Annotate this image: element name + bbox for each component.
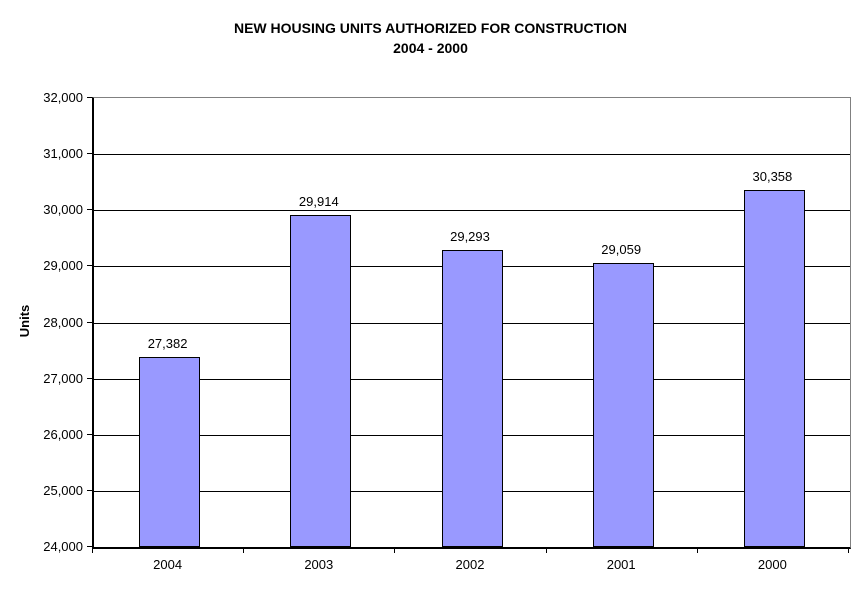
data-label-2001: 29,059 [601,242,642,258]
y-tick-30000 [87,209,92,211]
x-tick-label-2004: 2004 [153,557,183,572]
data-label-2004: 27,382 [147,336,188,352]
data-label-2002: 29,293 [450,228,490,244]
y-tick-label-26000: 26,000 [43,426,83,442]
x-tick-1 [243,548,245,553]
x-tick-label-2000: 2000 [757,557,787,572]
chart-title: NEW HOUSING UNITS AUTHORIZED FOR CONSTRU… [0,18,861,58]
y-tick-label-25000: 25,000 [43,482,83,498]
x-tick-5 [848,548,849,553]
bar-2001 [592,263,654,547]
y-tick-label-24000: 24,000 [43,539,83,554]
y-tick-label-28000: 28,000 [43,314,83,330]
plot-area [92,97,851,549]
bar-2000 [743,190,805,547]
x-tick-label-2003: 2003 [304,557,334,572]
x-tick-label-2001: 2001 [606,557,636,572]
x-tick-4 [696,548,698,553]
y-tick-label-32000: 32,000 [43,90,83,105]
y-tick-26000 [87,433,92,435]
y-tick-31000 [87,153,92,155]
bar-2003 [290,215,352,547]
chart-title-line1: NEW HOUSING UNITS AUTHORIZED FOR CONSTRU… [233,20,628,36]
bar-2004 [139,357,201,547]
chart-title-line2: 2004 - 2000 [393,40,468,56]
y-tick-label-27000: 27,000 [43,370,83,386]
x-tick-0 [92,548,93,553]
data-label-2003: 29,914 [298,194,339,210]
y-tick-25000 [87,489,92,491]
bar-2002 [441,249,503,547]
x-tick-3 [545,548,547,553]
y-tick-32000 [87,97,92,98]
y-tick-27000 [87,377,92,379]
y-tick-label-29000: 29,000 [43,258,83,274]
gridline-31000 [94,154,850,156]
y-tick-29000 [87,265,92,267]
gridline-30000 [94,210,850,212]
x-tick-2 [394,548,396,553]
x-tick-label-2002: 2002 [455,557,485,572]
y-tick-label-30000: 30,000 [43,202,83,218]
y-tick-24000 [87,546,92,547]
y-tick-28000 [87,321,92,323]
data-label-2000: 30,358 [752,169,793,185]
y-tick-label-31000: 31,000 [43,146,83,162]
